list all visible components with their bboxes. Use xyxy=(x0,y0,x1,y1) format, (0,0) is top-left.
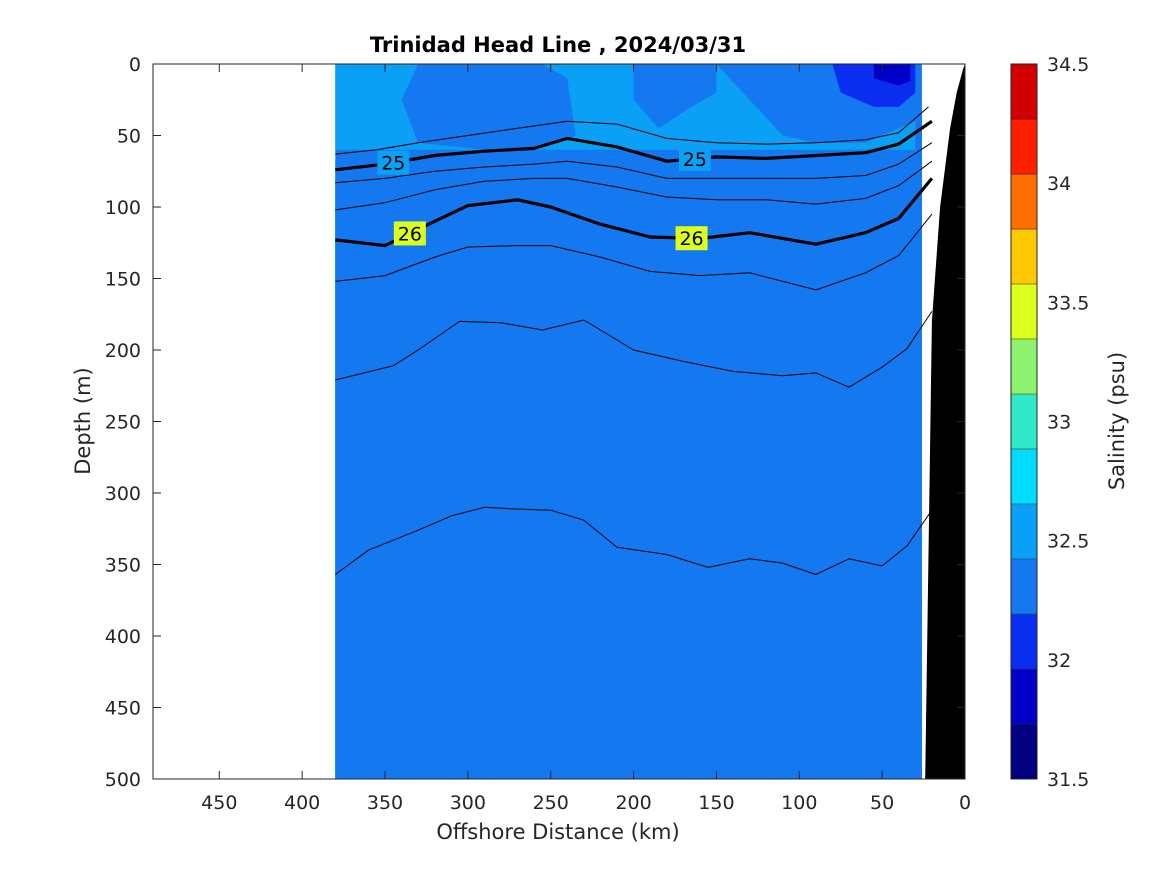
y-axis-label: Depth (m) xyxy=(71,367,95,474)
density-contour-0 xyxy=(335,119,933,172)
density-contour-3 xyxy=(335,506,933,575)
density-contour-7 xyxy=(335,213,933,291)
density-contour-6 xyxy=(335,160,933,211)
x-tick-label-9: 0 xyxy=(959,792,971,814)
colorbar-label: Salinity (psu) xyxy=(1105,352,1129,490)
contour-label-1-1: 26 xyxy=(679,228,703,250)
chart-title: Trinidad Head Line , 2024/03/31 xyxy=(370,33,746,57)
colorbar-tick-label-5: 34 xyxy=(1047,173,1071,195)
colorbar-swatch-11 xyxy=(1011,119,1037,175)
salinity-patch-1 xyxy=(335,64,526,115)
colorbar-swatch-1 xyxy=(1011,669,1037,725)
colorbar-swatch-7 xyxy=(1011,339,1037,395)
colorbar-tick-label-2: 32.5 xyxy=(1047,531,1089,553)
y-tick-label-7: 350 xyxy=(105,555,141,577)
y-tick-label-5: 250 xyxy=(105,412,141,434)
x-tick-label-4: 250 xyxy=(533,792,569,814)
colorbar-ticks: 31.5 32 32.5 33 33.5 34 34.5 xyxy=(1047,54,1089,791)
x-tick-label-3: 300 xyxy=(450,792,486,814)
y-tick-label-2: 100 xyxy=(105,197,141,219)
contour-label-bg-1-0 xyxy=(393,221,426,246)
x-tick-label-2: 350 xyxy=(367,792,403,814)
colorbar-tick-label-1: 32 xyxy=(1047,650,1071,672)
x-tick-label-7: 100 xyxy=(781,792,817,814)
contour-label-bg-0-0 xyxy=(377,150,410,175)
y-axis-ticks: 0 50 100 150 200 250 300 350 400 450 500 xyxy=(105,54,965,791)
salinity-band-7 xyxy=(335,64,922,779)
y-tick-label-8: 400 xyxy=(105,626,141,648)
y-tick-label-3: 150 xyxy=(105,269,141,291)
x-tick-label-1: 400 xyxy=(284,792,320,814)
colorbar-swatches xyxy=(1011,64,1037,780)
colorbar-swatch-10 xyxy=(1011,174,1037,230)
salinity-patch-2 xyxy=(633,64,717,129)
density-contour-4 xyxy=(335,106,929,155)
colorbar-swatch-0 xyxy=(1011,724,1037,780)
colorbar-swatch-2 xyxy=(1011,614,1037,670)
colorbar-swatch-3 xyxy=(1011,559,1037,615)
colorbar-tick-label-6: 34.5 xyxy=(1047,54,1089,76)
contour-label-bg-0-1 xyxy=(678,146,711,171)
x-axis-ticks: 450 400 350 300 250 200 150 100 50 0 xyxy=(201,64,971,814)
density-contours xyxy=(335,106,934,575)
colorbar-box xyxy=(1010,63,1038,780)
colorbar-swatch-6 xyxy=(1011,394,1037,450)
x-axis-label: Offshore Distance (km) xyxy=(436,820,679,844)
colorbar-swatch-5 xyxy=(1011,449,1037,505)
density-contour-2 xyxy=(335,311,933,388)
colorbar-tick-label-0: 31.5 xyxy=(1047,769,1089,791)
colorbar-swatch-9 xyxy=(1011,229,1037,285)
contour-label-1-0: 26 xyxy=(398,223,422,245)
density-contour-labels: 25 25 26 26 xyxy=(377,146,711,251)
contour-label-0-1: 25 xyxy=(683,149,707,171)
density-contour-5 xyxy=(335,142,933,184)
colorbar-tick-label-3: 33 xyxy=(1047,412,1071,434)
x-tick-label-6: 150 xyxy=(698,792,734,814)
x-tick-label-8: 50 xyxy=(870,792,894,814)
y-tick-label-6: 300 xyxy=(105,483,141,505)
colorbar-swatch-12 xyxy=(1011,64,1037,120)
seafloor-bathymetry xyxy=(925,64,965,779)
colorbar-swatch-4 xyxy=(1011,504,1037,560)
colorbar-swatch-8 xyxy=(1011,284,1037,340)
y-tick-label-10: 500 xyxy=(105,769,141,791)
y-tick-label-4: 200 xyxy=(105,340,141,362)
y-tick-label-1: 50 xyxy=(117,126,141,148)
salinity-patch-5 xyxy=(873,64,911,86)
salinity-contourf xyxy=(335,64,922,779)
density-contour-1 xyxy=(335,177,934,248)
colorbar: 31.5 32 32.5 33 33.5 34 34.5 Salinity (psu) xyxy=(1010,54,1129,791)
contour-label-bg-1-1 xyxy=(675,226,708,251)
colorbar-tick-label-4: 33.5 xyxy=(1047,292,1089,314)
x-tick-label-5: 200 xyxy=(615,792,651,814)
y-tick-label-0: 0 xyxy=(129,54,141,76)
contour-label-0-0: 25 xyxy=(381,153,405,175)
y-tick-label-9: 450 xyxy=(105,698,141,720)
x-tick-label-0: 450 xyxy=(201,792,237,814)
